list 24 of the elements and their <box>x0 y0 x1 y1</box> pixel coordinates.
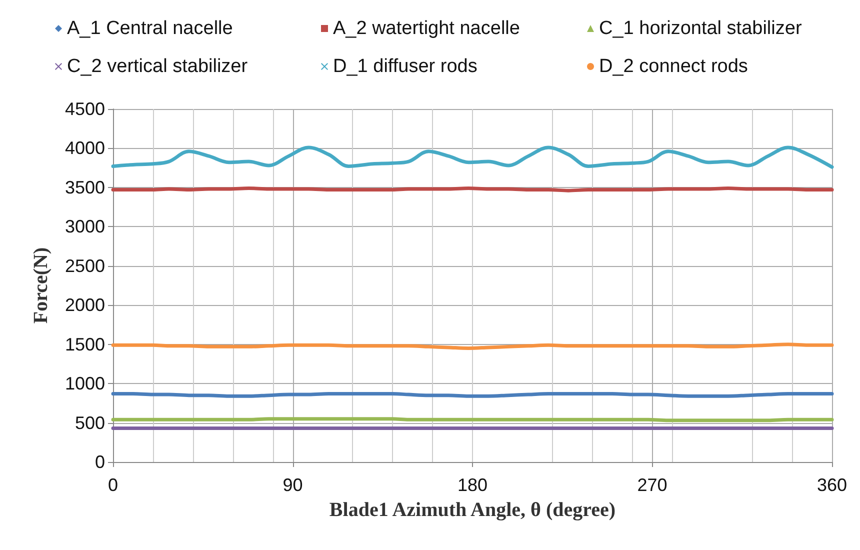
y-tick-label: 3000 <box>64 216 105 237</box>
x-tick-label: 180 <box>457 475 488 495</box>
legend-label: C_1 horizontal stabilizer <box>599 18 802 39</box>
y-tick-label: 4000 <box>64 138 105 158</box>
x-tick-label: 270 <box>637 475 668 495</box>
legend-label: A_1 Central nacelle <box>67 18 233 39</box>
x-axis-title: Blade1 Azimuth Angle, θ (degree) <box>329 499 616 521</box>
y-tick-label: 2500 <box>64 256 105 276</box>
y-tick-label: 1000 <box>64 374 105 394</box>
legend-label: D_2 connect rods <box>599 56 748 77</box>
x-tick-label: 90 <box>282 475 303 495</box>
line-series <box>111 146 834 169</box>
y-tick-label: 3500 <box>64 177 105 198</box>
x-tick-label: 360 <box>816 475 848 495</box>
y-tick-label: 4500 <box>64 99 105 119</box>
legend-label: A_2 watertight nacelle <box>333 18 520 39</box>
legend-label: D_1 diffuser rods <box>333 56 478 77</box>
legend-label: C_2 vertical stabilizer <box>67 56 248 77</box>
x-tick-label: 0 <box>108 475 118 495</box>
y-tick-label: 500 <box>74 412 105 433</box>
y-axis-title: Force(N) <box>30 247 52 324</box>
y-tick-label: 1500 <box>64 334 105 354</box>
y-tick-label: 0 <box>94 452 105 472</box>
y-tick-label: 2000 <box>64 295 105 316</box>
